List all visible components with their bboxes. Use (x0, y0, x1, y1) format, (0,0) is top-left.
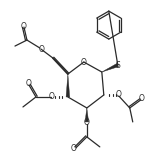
Text: O: O (139, 95, 145, 103)
Text: O: O (116, 90, 122, 100)
Text: O: O (84, 118, 90, 127)
Polygon shape (85, 108, 89, 122)
Text: O: O (71, 144, 77, 153)
Text: O: O (26, 79, 32, 89)
Text: O: O (49, 92, 55, 101)
Text: O: O (39, 45, 45, 54)
Text: O: O (21, 22, 27, 31)
Text: S: S (115, 61, 120, 70)
Text: O: O (81, 57, 87, 67)
Polygon shape (102, 63, 118, 72)
Polygon shape (66, 74, 70, 97)
